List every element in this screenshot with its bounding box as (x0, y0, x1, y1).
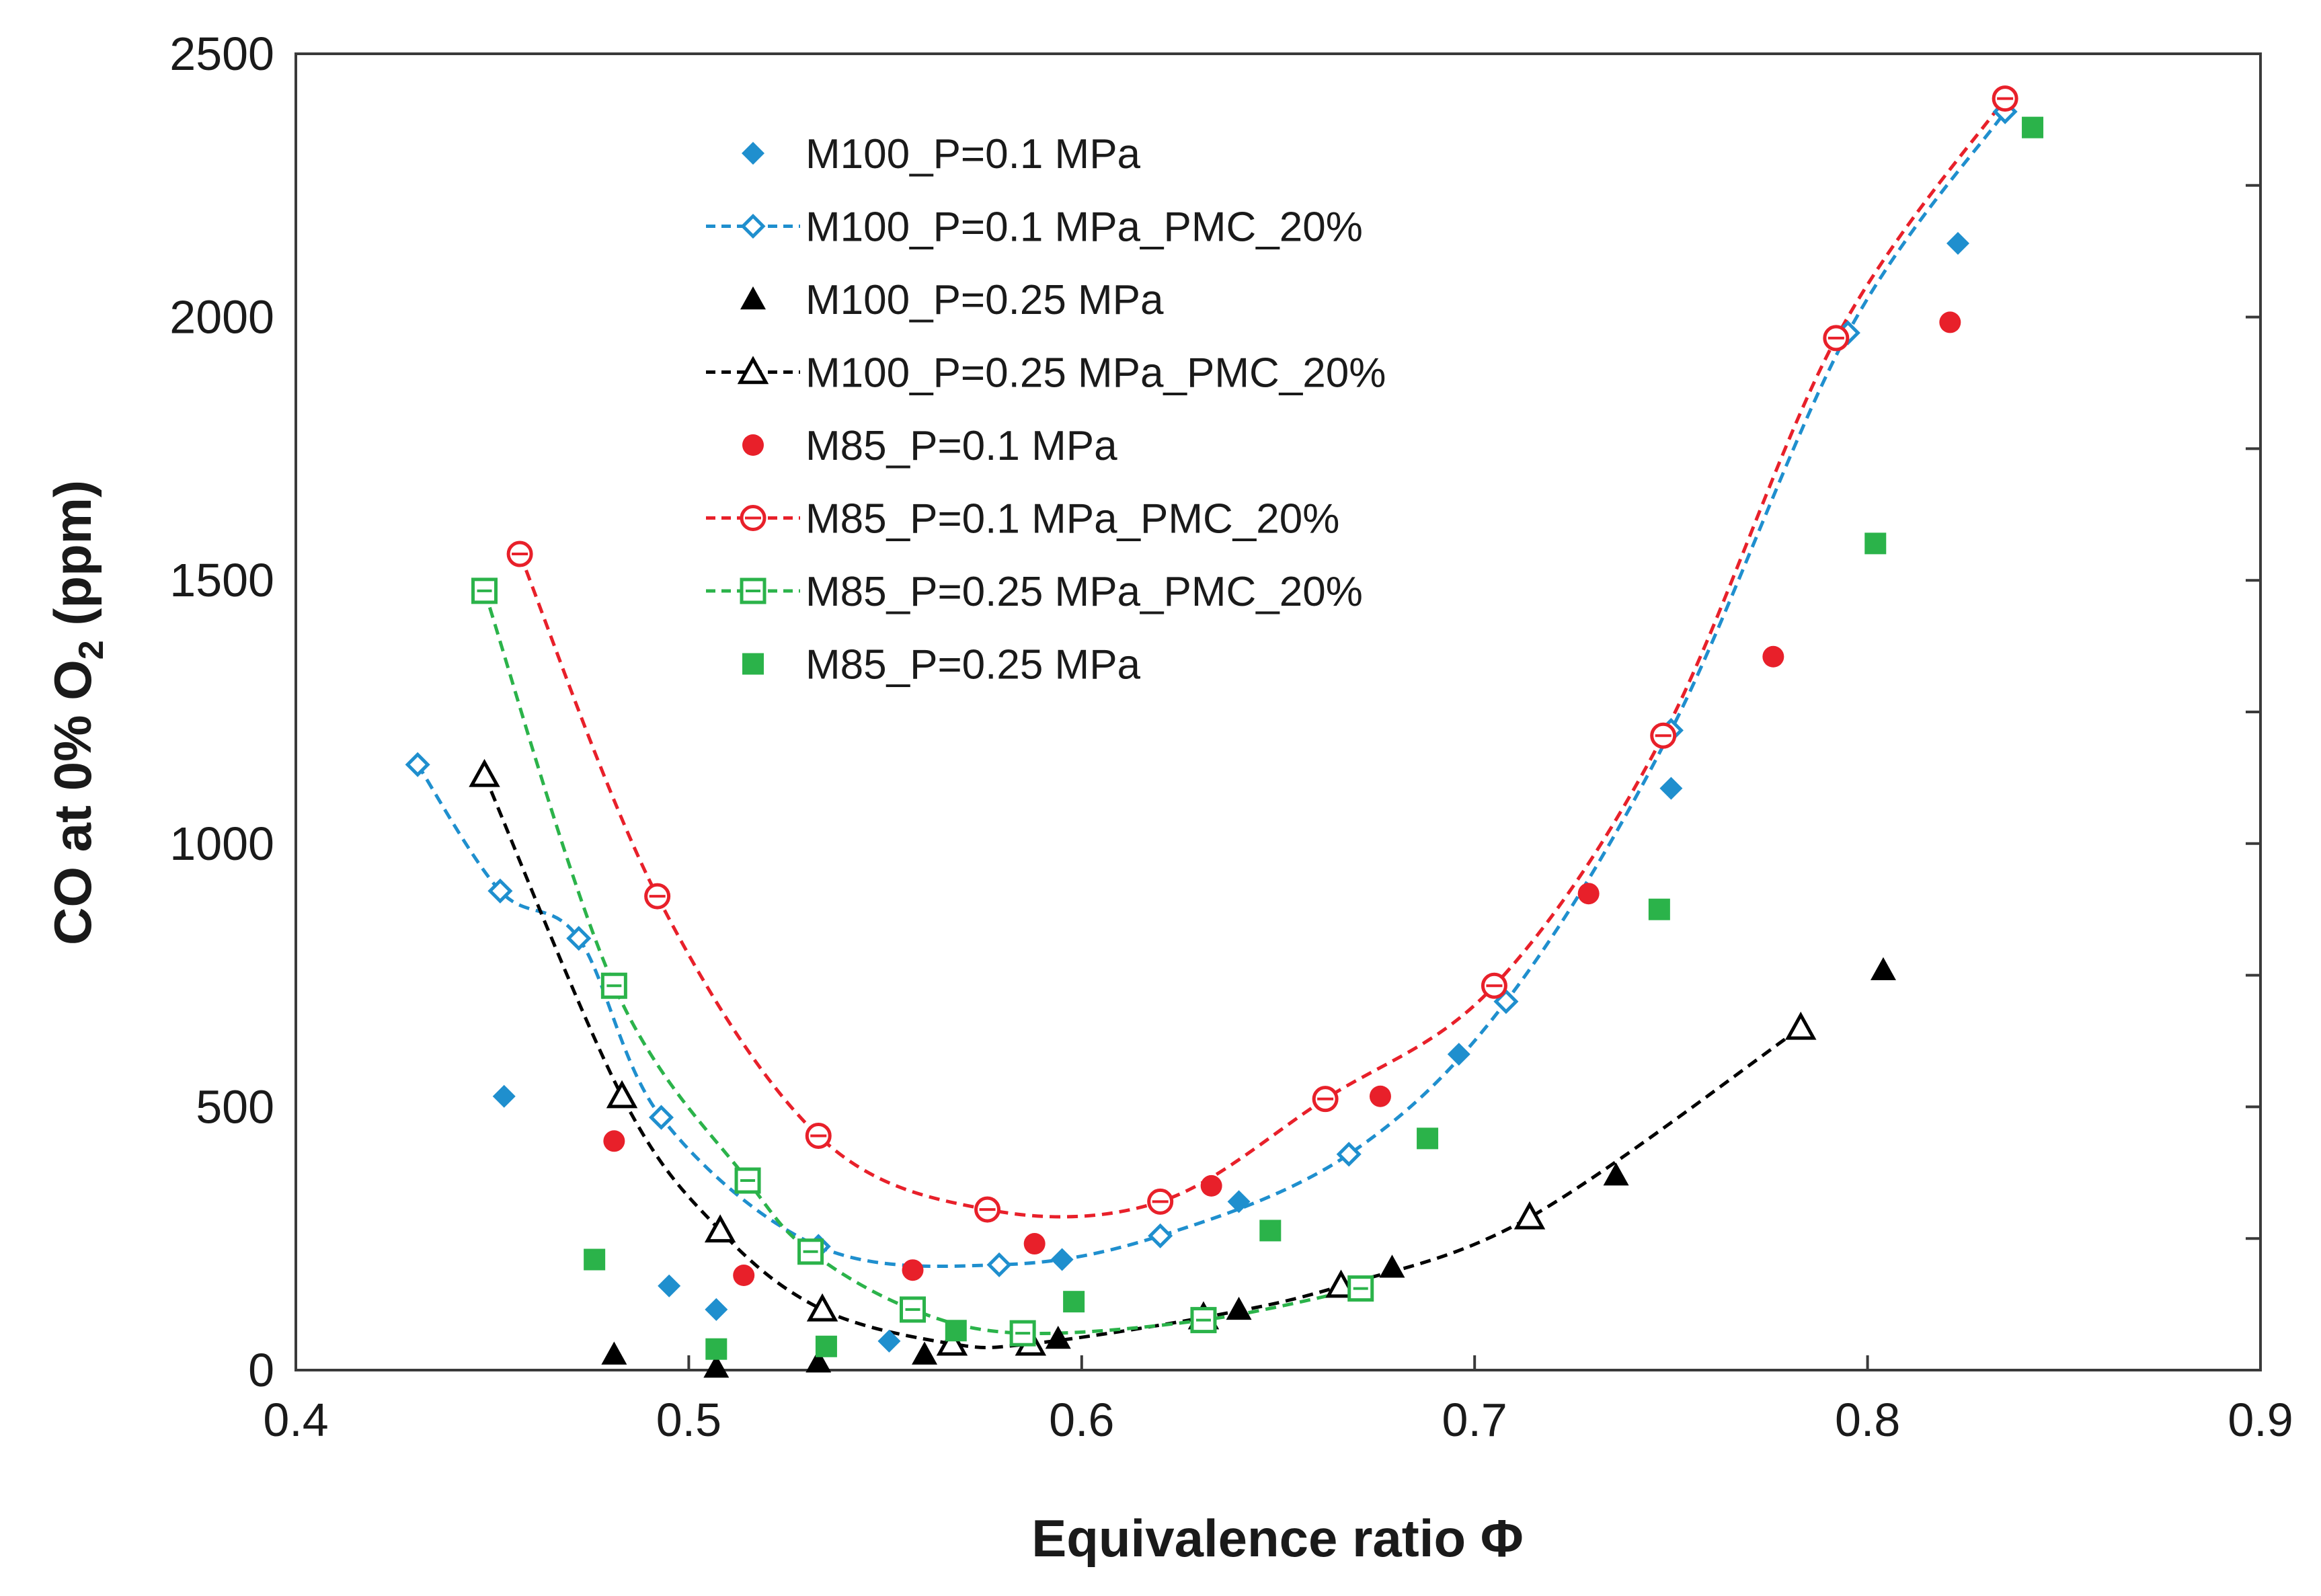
m100-p-0-1-mpa-point (1447, 1043, 1470, 1066)
m85-p-0-25-mpa-point (945, 1320, 967, 1342)
y-tick-label: 2500 (169, 28, 274, 80)
m85-p-0-1-mpa-point (733, 1265, 755, 1287)
legend-label-m85-p-0-1-mpa: M85_P=0.1 MPa (805, 423, 1117, 469)
m100-p-0-25-mpa-point (1226, 1296, 1252, 1320)
plot-area-frame (294, 52, 2262, 1371)
m100-p-0-1-mpa-point (658, 1274, 681, 1298)
m85-p-0-25-mpa-point (584, 1248, 606, 1271)
m100-p-0-1-mpa-point (1050, 1248, 1074, 1271)
m100-p-0-1-mpa-pmc-20-point (487, 878, 513, 904)
m85-p-0-1-mpa-point (902, 1259, 924, 1281)
legend-label-m85-p-0-25-mpa: M85_P=0.25 MPa (805, 642, 1141, 688)
m100-p-0-25-mpa-point (601, 1341, 627, 1365)
m100-p-0-1-mpa-pmc-20-point (648, 1105, 674, 1130)
m100-p-0-25-mpa-pmc-20-point (936, 1327, 968, 1356)
legend-marker-m85-p-0-25-mpa (742, 653, 764, 675)
m100-p-0-25-mpa-point (1870, 957, 1896, 980)
y-axis-title-subscript: 2 (72, 640, 111, 660)
m85-p-0-25-mpa-point (1864, 532, 1887, 555)
legend-label-m85-p-0-25-mpa-pmc-20: M85_P=0.25 MPa_PMC_20% (805, 569, 1363, 615)
x-tick-label: 0.6 (1049, 1394, 1114, 1446)
m100-p-0-25-mpa-pmc-20-point (606, 1080, 638, 1109)
m100-p-0-25-mpa-point (703, 1355, 730, 1378)
x-tick-label: 0.8 (1835, 1394, 1900, 1446)
m85-p-0-25-mpa-point (815, 1335, 837, 1357)
m100-p-0-25-mpa-pmc-20-line (483, 774, 1802, 1349)
x-tick-label: 0.9 (2228, 1394, 2293, 1446)
m100-p-0-25-mpa-point (1603, 1162, 1629, 1186)
legend-marker-m100-p-0-25-mpa-pmc-20 (737, 356, 769, 385)
y-axis-title-unit: (ppm) (43, 480, 102, 640)
m85-p-0-25-mpa-point (1063, 1291, 1085, 1313)
legend-label-m100-p-0-25-mpa-pmc-20: M100_P=0.25 MPa_PMC_20% (805, 350, 1386, 397)
x-tick-label: 0.5 (656, 1394, 721, 1446)
legend-label-m85-p-0-1-mpa-pmc-20: M85_P=0.1 MPa_PMC_20% (805, 496, 1339, 543)
m85-p-0-25-mpa-point (2022, 116, 2044, 138)
y-tick-label: 500 (196, 1080, 274, 1133)
y-tick-label: 1500 (169, 554, 274, 606)
m85-p-0-25-mpa-point (1259, 1220, 1282, 1242)
m85-p-0-1-mpa-point (1939, 311, 1961, 333)
m100-p-0-1-mpa-pmc-20-point (1148, 1223, 1173, 1248)
m100-p-0-25-mpa-pmc-20-point (704, 1214, 736, 1243)
y-axis-ticks: 0 500 1000 1500 2000 2500 (169, 28, 2260, 1396)
legend-label-m100-p-0-1-mpa: M100_P=0.1 MPa (805, 131, 1141, 177)
m100-p-0-1-mpa-point (1659, 776, 1683, 800)
m100-p-0-1-mpa-pmc-20-line (416, 110, 2007, 1269)
x-axis-title: Equivalence ratio Φ (1031, 1509, 1524, 1568)
m100-p-0-1-mpa-pmc-20-point (405, 752, 430, 777)
m100-p-0-25-mpa-point (912, 1341, 938, 1365)
m85-p-0-1-mpa-point (1762, 645, 1784, 668)
m85-p-0-1-mpa-point (1577, 883, 1600, 905)
m100-p-0-1-mpa-point (877, 1329, 901, 1353)
m85-p-0-1-mpa-point (603, 1130, 625, 1152)
m100-p-0-1-mpa-point (1946, 231, 1970, 255)
legend-marker-m100-p-0-25-mpa (740, 286, 766, 310)
x-tick-label: 0.7 (1442, 1394, 1507, 1446)
m100-p-0-1-mpa-pmc-20-point (986, 1252, 1012, 1277)
data-points (405, 85, 2044, 1378)
m100-p-0-1-mpa-point (705, 1298, 728, 1321)
m100-p-0-25-mpa-pmc-20-point (806, 1293, 838, 1322)
m100-p-0-25-mpa-pmc-20-point (1513, 1201, 1546, 1230)
legend: M100_P=0.1 MPa M100_P=0.1 MPa_PMC_20% M100… (706, 131, 1386, 688)
m100-p-0-25-mpa-pmc-20-point (1785, 1011, 1817, 1040)
legend-marker-m85-p-0-1-mpa (742, 434, 764, 456)
legend-marker-m100-p-0-1-mpa (742, 142, 764, 165)
legend-marker-m85-p-0-25-mpa-pmc-20 (740, 577, 766, 604)
m100-p-0-1-mpa-pmc-20-point (566, 926, 592, 951)
m85-p-0-1-mpa-point (1023, 1233, 1046, 1255)
fit-lines (416, 97, 2007, 1349)
m100-p-0-25-mpa-point (1379, 1254, 1405, 1278)
legend-label-m100-p-0-1-mpa-pmc-20: M100_P=0.1 MPa_PMC_20% (805, 204, 1363, 251)
m100-p-0-1-mpa-point (1227, 1190, 1251, 1213)
legend-label-m100-p-0-25-mpa: M100_P=0.25 MPa (805, 277, 1164, 323)
m85-p-0-25-mpa-point (1648, 898, 1670, 920)
m100-p-0-25-mpa-pmc-20-point (1325, 1269, 1357, 1298)
m100-p-0-25-mpa-point (1045, 1326, 1071, 1349)
m85-p-0-25-mpa-pmc-20-line (483, 590, 1362, 1336)
y-tick-label: 2000 (169, 291, 274, 344)
m85-p-0-25-mpa-point (1417, 1127, 1439, 1150)
m85-p-0-1-mpa-point (1369, 1085, 1391, 1107)
m85-p-0-25-mpa-point (705, 1338, 727, 1360)
y-axis-title-main: CO at 0% O (43, 660, 102, 945)
m85-p-0-1-mpa-point (1200, 1174, 1222, 1197)
m85-p-0-1-mpa-pmc-20-line (518, 97, 2007, 1219)
m100-p-0-1-mpa-point (492, 1084, 516, 1108)
x-axis-ticks: 0.4 0.5 0.6 0.7 0.8 0.9 (263, 1355, 2293, 1446)
m100-p-0-25-mpa-pmc-20-point (469, 758, 500, 787)
x-tick-label: 0.4 (263, 1394, 328, 1446)
m100-p-0-25-mpa-point (805, 1349, 832, 1373)
legend-marker-m100-p-0-1-mpa-pmc-20 (740, 213, 766, 239)
y-tick-label: 1000 (169, 817, 274, 870)
m100-p-0-1-mpa-pmc-20-point (1336, 1142, 1362, 1167)
y-axis-title: CO at 0% O2 (ppm) (43, 480, 111, 945)
y-tick-label: 0 (248, 1344, 274, 1396)
